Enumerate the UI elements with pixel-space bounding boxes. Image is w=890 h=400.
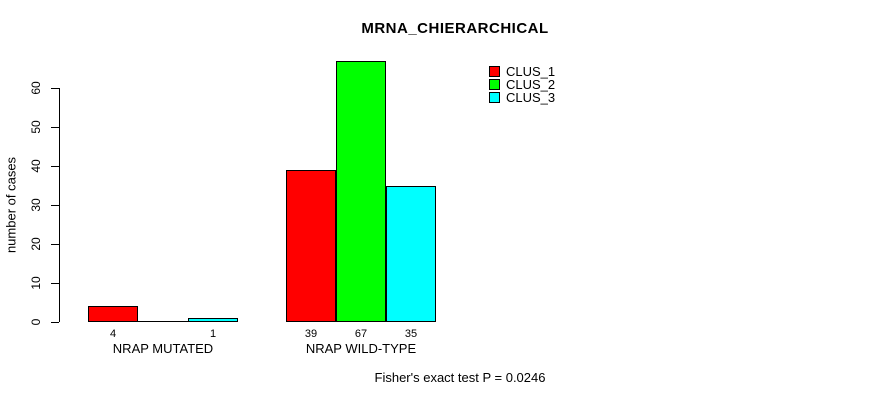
legend: CLUS_1 CLUS_2 CLUS_3	[489, 64, 556, 105]
y-axis-tick	[51, 166, 59, 167]
y-axis-tick-label: 10	[29, 276, 43, 290]
legend-swatch-icon	[489, 66, 500, 77]
x-category-label: NRAP WILD-TYPE	[305, 341, 417, 356]
legend-item: CLUS_1	[489, 64, 556, 79]
y-axis-tick	[51, 127, 59, 128]
legend-swatch-icon	[489, 92, 500, 103]
bar-clus_2-1-zero	[138, 321, 188, 322]
bar-value-label: 4	[109, 328, 117, 340]
annotation-text: Fisher's exact test P = 0.0246	[374, 370, 546, 385]
y-axis-tick-label: 40	[29, 159, 43, 173]
y-axis-line	[59, 88, 60, 322]
bar-clus_3-1	[188, 318, 238, 322]
legend-label: CLUS_2	[506, 77, 556, 92]
y-axis-tick-label: 60	[29, 81, 43, 95]
bar-value-label: 67	[354, 328, 368, 340]
y-axis-tick	[51, 244, 59, 245]
legend-item: CLUS_3	[489, 90, 556, 105]
legend-label: CLUS_1	[506, 64, 556, 79]
y-axis-tick	[51, 205, 59, 206]
bar-value-label: 35	[404, 328, 418, 340]
y-axis-tick-label: 30	[29, 198, 43, 212]
bar-clus_1-1	[88, 306, 138, 322]
bar-value-label: 1	[209, 328, 217, 340]
chart-title: MRNA_CHIERARCHICAL	[361, 20, 549, 37]
bar-value-label: 39	[304, 328, 318, 340]
bar-clus_2-2	[336, 60, 386, 322]
legend-item: CLUS_2	[489, 77, 556, 92]
bar-clus_1-2	[286, 169, 336, 322]
legend-label: CLUS_3	[506, 90, 556, 105]
y-axis-tick-label: 20	[29, 237, 43, 251]
y-axis-tick	[51, 88, 59, 89]
bar-clus_3-2	[386, 185, 436, 322]
legend-swatch-icon	[489, 79, 500, 90]
y-axis-title: number of cases	[3, 156, 19, 254]
y-axis-tick-label: 50	[29, 120, 43, 134]
y-axis-tick	[51, 283, 59, 284]
y-axis-tick	[51, 322, 59, 323]
y-axis-tick-label: 0	[29, 318, 43, 326]
x-category-label: NRAP MUTATED	[112, 341, 214, 356]
